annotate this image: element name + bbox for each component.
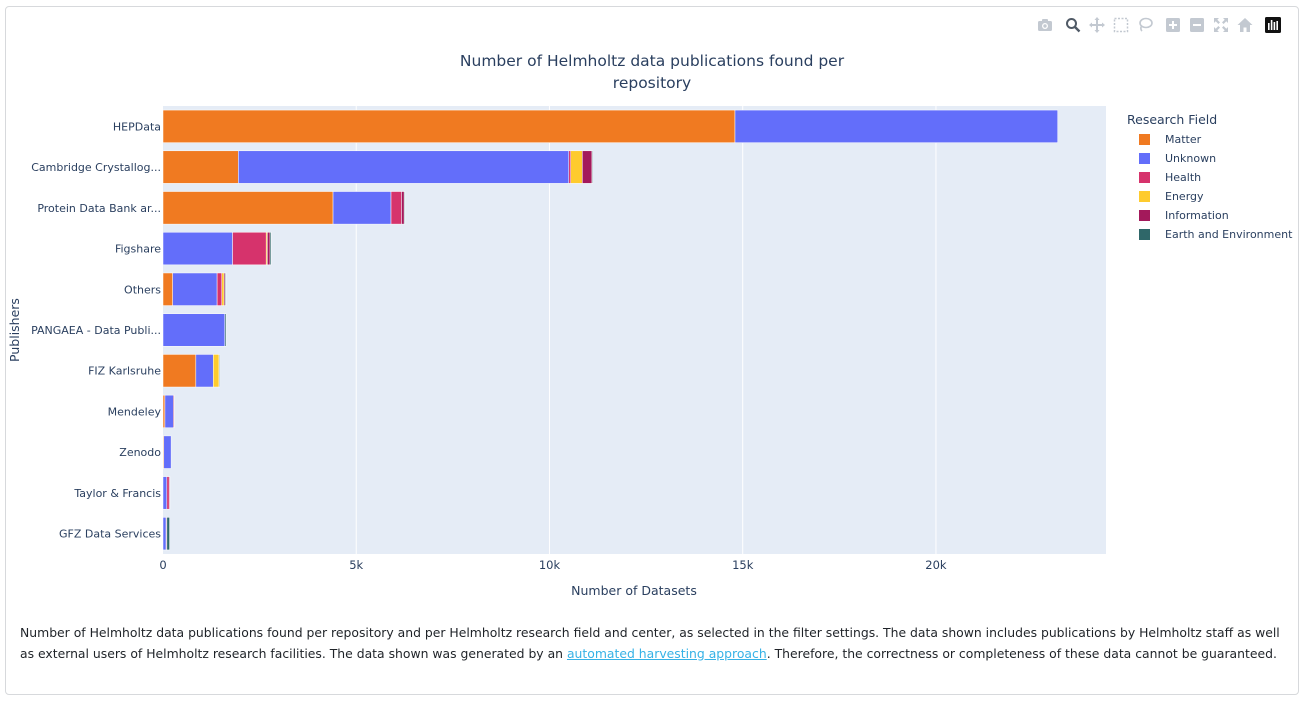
legend-swatch xyxy=(1139,191,1150,202)
bar-segment[interactable] xyxy=(162,394,166,428)
chart-caption: Number of Helmholtz data publications fo… xyxy=(20,622,1290,664)
y-tick-label: Zenodo xyxy=(119,446,161,459)
caption-text-before: Number of Helmholtz data publications fo… xyxy=(20,625,1280,661)
legend-item[interactable]: Information xyxy=(1139,209,1229,222)
bar-segment[interactable] xyxy=(570,150,583,184)
plot-modebar xyxy=(1036,16,1288,34)
x-axis-title: Number of Datasets xyxy=(571,583,697,598)
plotly-logo-icon[interactable] xyxy=(1264,16,1282,34)
bar-segment[interactable] xyxy=(162,191,334,225)
y-tick-label: Others xyxy=(124,283,161,296)
legend-swatch xyxy=(1139,134,1150,145)
legend-label: Unknown xyxy=(1165,152,1216,165)
caption-text-after: . Therefore, the correctness or complete… xyxy=(766,646,1277,661)
bar-segment[interactable] xyxy=(216,272,222,306)
y-tick-label: Cambridge Crystallog... xyxy=(31,161,161,174)
bar-segment[interactable] xyxy=(162,109,736,143)
bar-segment[interactable] xyxy=(238,150,570,184)
legend-swatch xyxy=(1139,172,1150,183)
zoom-icon[interactable] xyxy=(1064,16,1082,34)
bar-segment[interactable] xyxy=(162,272,173,306)
legend-label: Earth and Environment xyxy=(1165,228,1293,241)
bar-segment[interactable] xyxy=(332,191,392,225)
legend-swatch xyxy=(1139,153,1150,164)
reset-axes-icon[interactable] xyxy=(1236,16,1254,34)
y-tick-label: GFZ Data Services xyxy=(59,528,161,541)
y-tick-label: Taylor & Francis xyxy=(73,487,161,500)
bar-segment[interactable] xyxy=(163,435,172,469)
x-tick-label: 5k xyxy=(349,558,363,572)
y-tick-label: FIZ Karlsruhe xyxy=(88,365,161,378)
chart-title-line-2: repository xyxy=(613,74,691,92)
bar-segment[interactable] xyxy=(390,191,402,225)
bar-segment[interactable] xyxy=(162,150,239,184)
bar-segment[interactable] xyxy=(166,476,170,510)
zoom-out-icon[interactable] xyxy=(1188,16,1206,34)
bar-segment[interactable] xyxy=(162,517,167,551)
y-axis-title: Publishers xyxy=(7,298,22,362)
bar-segment[interactable] xyxy=(734,109,1058,143)
bar-segment[interactable] xyxy=(269,232,272,266)
bar-segment[interactable] xyxy=(162,476,168,510)
y-tick-label: Protein Data Bank ar... xyxy=(37,202,161,215)
legend-swatch xyxy=(1139,210,1150,221)
bar-segment[interactable] xyxy=(195,354,214,388)
bar-segment[interactable] xyxy=(224,272,227,306)
x-tick-label: 15k xyxy=(732,558,754,572)
autoscale-icon[interactable] xyxy=(1212,16,1230,34)
bar-segment[interactable] xyxy=(172,272,218,306)
zoom-in-icon[interactable] xyxy=(1164,16,1182,34)
bar-segment[interactable] xyxy=(218,354,221,388)
legend-item[interactable]: Matter xyxy=(1139,133,1202,146)
bar-segment[interactable] xyxy=(582,150,593,184)
bar-segment[interactable] xyxy=(403,191,406,225)
bar-segment[interactable] xyxy=(267,232,271,266)
legend-item[interactable]: Energy xyxy=(1139,190,1204,203)
bar-segment[interactable] xyxy=(164,394,174,428)
bar-segment[interactable] xyxy=(568,150,571,184)
legend-label: Information xyxy=(1165,209,1229,222)
pan-icon[interactable] xyxy=(1088,16,1106,34)
bar-segment[interactable] xyxy=(168,476,171,510)
harvesting-approach-link[interactable]: automated harvesting approach xyxy=(566,646,767,661)
legend-label: Matter xyxy=(1165,133,1202,146)
legend-item[interactable]: Health xyxy=(1139,171,1201,184)
bar-segment[interactable] xyxy=(401,191,405,225)
stacked-bar-chart: Number of Helmholtz data publications fo… xyxy=(7,52,1293,598)
bar-segment[interactable] xyxy=(212,354,220,388)
bar-segment[interactable] xyxy=(232,232,267,266)
y-tick-label: PANGAEA - Data Publi... xyxy=(31,324,161,337)
y-tick-label: HEPData xyxy=(113,120,161,133)
bar-segment[interactable] xyxy=(166,517,170,551)
x-tick-label: 10k xyxy=(539,558,561,572)
bar-segment[interactable] xyxy=(162,354,197,388)
legend-title: Research Field xyxy=(1127,112,1217,127)
legend-item[interactable]: Earth and Environment xyxy=(1139,228,1293,241)
lasso-select-icon[interactable] xyxy=(1136,16,1154,34)
chart-title-line-1: Number of Helmholtz data publications fo… xyxy=(460,52,845,70)
y-tick-label: Figshare xyxy=(115,243,161,256)
box-select-icon[interactable] xyxy=(1112,16,1130,34)
bar-segment[interactable] xyxy=(173,394,175,428)
bar-segment[interactable] xyxy=(162,313,226,347)
legend-item[interactable]: Unknown xyxy=(1139,152,1216,165)
camera-icon[interactable] xyxy=(1036,16,1054,34)
bar-segment[interactable] xyxy=(591,150,594,184)
y-tick-label: Mendeley xyxy=(108,405,162,418)
x-tick-label: 0 xyxy=(159,558,166,572)
bar-segment[interactable] xyxy=(221,272,225,306)
legend-label: Energy xyxy=(1165,190,1204,203)
bar-segment[interactable] xyxy=(224,313,227,347)
legend-swatch xyxy=(1139,229,1150,240)
x-tick-label: 20k xyxy=(925,558,947,572)
legend-label: Health xyxy=(1165,171,1201,184)
bar-segment[interactable] xyxy=(162,232,233,266)
